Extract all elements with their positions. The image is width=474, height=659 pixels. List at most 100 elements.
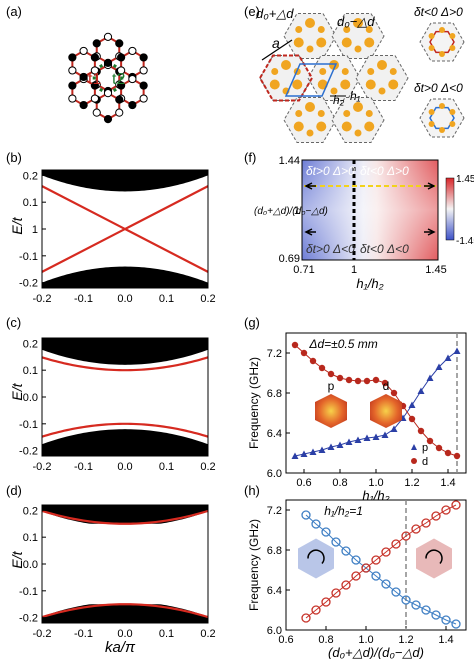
data-point-spiral bbox=[381, 547, 391, 557]
data-point-spiral bbox=[441, 505, 451, 515]
y-tick-label: -0.1 bbox=[19, 419, 38, 431]
rod bbox=[341, 121, 352, 132]
inset-rod bbox=[449, 121, 456, 127]
data-point-p bbox=[327, 443, 335, 450]
panel-label-a: (a) bbox=[6, 4, 22, 19]
lattice-diagram bbox=[68, 32, 148, 124]
lattice-site bbox=[117, 53, 126, 62]
panel-e-structure bbox=[258, 12, 465, 144]
x-tick-label: 0.2 bbox=[200, 628, 215, 640]
ylabel-c: E/t bbox=[9, 382, 25, 400]
inset-rod bbox=[439, 51, 445, 57]
data-point-spiral bbox=[411, 600, 421, 610]
f-ytick-top: 1.44 bbox=[279, 155, 300, 167]
rod bbox=[377, 60, 387, 70]
lower-bulk-band bbox=[42, 429, 208, 456]
chart-g: 0.6 0.8 1.0 1.2 1.4 6.0 6.4 6.8 7.2 h₁/h₂ Frequenc… bbox=[247, 332, 467, 503]
y-tick-label: 0.1 bbox=[23, 532, 38, 544]
field-inset bbox=[370, 394, 402, 428]
data-point-p bbox=[336, 441, 344, 448]
data-point-spiral bbox=[391, 539, 401, 549]
rod bbox=[317, 110, 325, 117]
data-point-spiral bbox=[381, 579, 391, 589]
d-minus-label: d₀−△d bbox=[337, 14, 375, 29]
upper-bulk-band bbox=[42, 170, 208, 192]
data-point-spiral bbox=[441, 615, 451, 625]
y-tick-label: 0.2 bbox=[23, 338, 38, 350]
rod bbox=[365, 26, 373, 33]
data-point-p bbox=[354, 436, 362, 443]
data-point-d bbox=[318, 364, 326, 372]
data-point-spiral bbox=[431, 511, 441, 521]
data-point-spiral bbox=[331, 588, 341, 598]
quadrant-tl: δt>0 Δ>0 bbox=[306, 164, 355, 178]
x-axis-label: (d₀+△d)/(d₀−△d) bbox=[328, 645, 424, 659]
intercell-bond bbox=[112, 87, 118, 93]
legend-label-d: d bbox=[422, 456, 428, 468]
arrow-tr bbox=[424, 182, 436, 190]
x-axis-label: h₁/h₂ bbox=[362, 488, 389, 503]
highlight-cell bbox=[258, 54, 314, 102]
annotation: h₁/h₂=1 bbox=[324, 504, 363, 518]
x-tick-label: 0.1 bbox=[159, 461, 174, 473]
inset-rod bbox=[439, 27, 445, 33]
data-point-spiral bbox=[351, 571, 361, 581]
data-point-spiral bbox=[451, 619, 461, 629]
data-point-d bbox=[363, 377, 371, 385]
y-tick-label: -0.1 bbox=[19, 251, 38, 263]
x-tick-label: 0.2 bbox=[200, 293, 215, 305]
x-tick-label: -0.1 bbox=[74, 461, 93, 473]
panel-label-g: (g) bbox=[244, 315, 260, 330]
lattice-site bbox=[117, 66, 126, 75]
x-tick-label: 1.4 bbox=[438, 634, 453, 646]
inset-rod bbox=[449, 33, 456, 39]
unit-cell bbox=[283, 96, 337, 144]
x-tick-label: 0.1 bbox=[159, 293, 174, 305]
data-point-p bbox=[318, 446, 326, 453]
data-point-d bbox=[390, 389, 398, 397]
rod bbox=[340, 79, 351, 90]
panel-label-h: (h) bbox=[244, 483, 260, 498]
data-point-p bbox=[390, 425, 398, 432]
edge-state-upper bbox=[41, 509, 209, 525]
data-point-p bbox=[309, 448, 317, 455]
lattice-vector bbox=[261, 39, 293, 61]
x-tick-label: -0.1 bbox=[74, 628, 93, 640]
data-point-spiral bbox=[371, 571, 381, 581]
rod bbox=[306, 45, 314, 53]
e-bottom-right-label: δt>0 Δ<0 bbox=[414, 81, 463, 95]
data-point-p bbox=[453, 347, 461, 354]
data-point-d bbox=[453, 452, 461, 460]
data-point-spiral bbox=[351, 555, 361, 565]
inset-rod bbox=[428, 121, 435, 127]
data-point-p bbox=[408, 401, 416, 408]
inset-rod bbox=[439, 127, 445, 133]
lattice-site bbox=[90, 66, 99, 75]
unit-cell bbox=[331, 96, 385, 144]
inset-label: p bbox=[328, 379, 335, 393]
data-point-p bbox=[363, 434, 371, 441]
f-xtick-2: 1.45 bbox=[425, 264, 446, 276]
rod bbox=[341, 37, 352, 48]
data-point-d bbox=[408, 415, 416, 423]
data-point-spiral bbox=[301, 613, 311, 623]
data-point-p bbox=[435, 363, 443, 370]
x-tick-label: -0.2 bbox=[33, 628, 52, 640]
rod bbox=[329, 60, 339, 70]
x-tick-label: 1.4 bbox=[440, 477, 455, 489]
panel-label-f: (f) bbox=[244, 150, 256, 165]
arrow-tl bbox=[304, 182, 316, 190]
inset-cell bbox=[419, 22, 465, 62]
rod bbox=[343, 26, 351, 33]
rod bbox=[319, 68, 327, 75]
rotation-arrow bbox=[307, 549, 325, 564]
data-point-d bbox=[336, 374, 344, 382]
f-ytick-mid: 1 bbox=[294, 205, 300, 217]
inset-rod bbox=[428, 33, 435, 39]
x-tick-label: 1.0 bbox=[358, 634, 373, 646]
x-tick-label: -0.1 bbox=[74, 293, 93, 305]
x-tick-label: 1.2 bbox=[398, 634, 413, 646]
lattice-site bbox=[79, 100, 88, 110]
quadrant-bl: δt>0 Δ<0 bbox=[306, 242, 355, 256]
x-tick-label: 0.8 bbox=[318, 634, 333, 646]
